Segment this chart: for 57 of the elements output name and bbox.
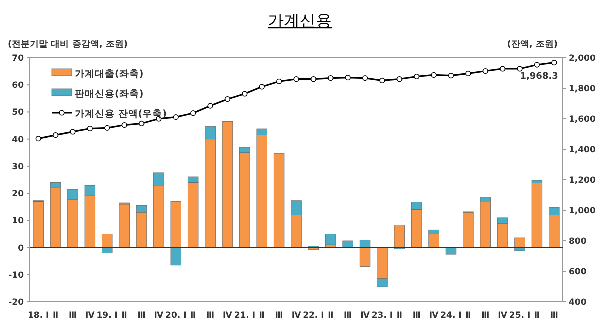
- x-tick-label: Ⅱ: [52, 311, 59, 321]
- legend-label: 가계신용 잔액(우축): [75, 109, 167, 120]
- x-tick-label: Ⅳ: [86, 311, 96, 321]
- x-tick-label: 19. Ⅰ: [96, 311, 118, 321]
- legend-label: 가계대출(좌축): [75, 69, 144, 80]
- x-tick-label: Ⅲ: [275, 311, 284, 321]
- x-tick-label: 21. Ⅰ: [234, 311, 256, 321]
- x-tick-label: Ⅱ: [466, 311, 472, 321]
- y-tick-label: -10: [8, 270, 24, 281]
- y-tick-label: 50: [12, 108, 24, 118]
- legend-label: 판매신용(좌축): [75, 89, 144, 100]
- title: 가계신용: [268, 11, 332, 30]
- y-tick-label: 70: [12, 54, 24, 64]
- x-tick-label: Ⅳ: [429, 311, 440, 321]
- y2-tick-label: 800: [569, 237, 587, 247]
- y2-tick-label: 400: [569, 298, 587, 308]
- x-tick-label: Ⅲ: [550, 311, 558, 321]
- x-tick-label: Ⅳ: [223, 311, 234, 321]
- ylabel: (전분기말 대비 증감액, 조원): [8, 40, 128, 50]
- x-tick-label: Ⅱ: [190, 311, 196, 321]
- y-tick-label: 0: [18, 244, 24, 254]
- x-tick-label: 18. Ⅰ: [28, 311, 50, 321]
- y2-tick-label: 1,200: [569, 176, 596, 186]
- y2-tick-label: 1,800: [569, 84, 596, 94]
- y2-tick-label: 1,600: [569, 115, 596, 125]
- y2-tick-label: 1,000: [569, 206, 596, 216]
- x-tick-label: Ⅲ: [482, 311, 490, 321]
- x-tick-label: Ⅱ: [328, 311, 334, 321]
- x-tick-label: Ⅲ: [206, 311, 215, 321]
- x-tick-label: 22. Ⅰ: [303, 311, 324, 321]
- x-tick-label: Ⅲ: [344, 311, 352, 321]
- x-tick-label: 23. Ⅰ: [372, 311, 394, 321]
- y2label: (잔액, 조원): [507, 40, 558, 50]
- x-tick-label: Ⅳ: [360, 311, 371, 321]
- x-tick-label: Ⅳ: [154, 311, 164, 321]
- x-tick-label: Ⅳ: [292, 311, 302, 321]
- x-tick-label: Ⅲ: [68, 311, 78, 321]
- value-label: 1,968.3: [520, 72, 558, 82]
- x-tick-label: Ⅱ: [534, 311, 540, 321]
- x-tick-label: Ⅳ: [498, 311, 508, 321]
- y2-tick-label: 1,400: [569, 146, 596, 156]
- x-tick-label: 25. Ⅰ: [509, 311, 531, 321]
- y-tick-label: 40: [12, 135, 24, 146]
- x-tick-label: 24. Ⅰ: [440, 311, 462, 321]
- y-tick-label: -20: [8, 298, 24, 308]
- x-tick-label: 20. Ⅰ: [166, 311, 187, 321]
- y-tick-label: 20: [12, 190, 24, 200]
- x-tick-label: Ⅲ: [412, 311, 421, 321]
- y-tick-label: 10: [12, 216, 24, 227]
- y2-tick-label: 2,000: [569, 54, 596, 64]
- y2-tick-label: 600: [569, 268, 587, 278]
- x-tick-label: Ⅱ: [122, 311, 128, 321]
- x-tick-label: Ⅱ: [396, 311, 402, 321]
- y-tick-label: 30: [12, 162, 24, 172]
- x-tick-label: Ⅱ: [259, 311, 265, 321]
- x-tick-label: Ⅲ: [138, 311, 146, 321]
- y-tick-label: 60: [12, 81, 24, 92]
